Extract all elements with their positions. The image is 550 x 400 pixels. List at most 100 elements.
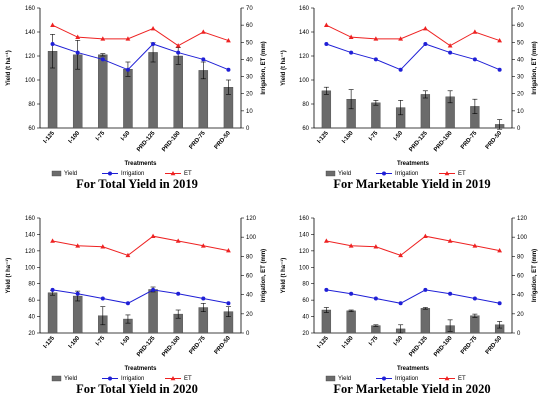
y-axis-title-left: Yield (t ha⁻¹) [5, 258, 12, 294]
left-tick-label: 140 [25, 30, 36, 36]
left-tick-label: 60 [302, 298, 309, 304]
irrigation-point [201, 296, 206, 301]
legend-label-yield: Yield [338, 376, 351, 382]
right-tick-label: 80 [517, 254, 524, 260]
et-point [472, 29, 478, 34]
right-tick-label: 40 [246, 57, 253, 63]
irrigation-point [497, 301, 502, 306]
right-tick-label: 20 [246, 312, 253, 318]
et-line [326, 235, 500, 256]
category-label: PRD-100 [433, 130, 454, 153]
bar-yield [47, 292, 58, 334]
chart-panel-3: 20 40 60 80 100 120 140 160 0 20 40 60 80 100 120 Yield… [5, 216, 267, 396]
left-tick-label: 60 [302, 126, 309, 132]
et-point [200, 243, 206, 248]
right-tick-label: 120 [517, 216, 528, 222]
legend-label-irrigation: Irrigation [395, 171, 418, 177]
legend-label-yield: Yield [64, 376, 77, 382]
et-point [497, 37, 503, 43]
legend-label-irrigation: Irrigation [121, 171, 144, 177]
left-tick-label: 100 [25, 78, 36, 84]
legend-marker-irrigation [108, 376, 112, 381]
irrigation-point [398, 301, 403, 306]
bar-yield [148, 52, 158, 129]
right-tick-label: 50 [517, 40, 524, 46]
et-point [422, 25, 428, 31]
irrigation-line [326, 289, 500, 304]
right-tick-label: 20 [517, 92, 524, 98]
et-point [175, 238, 181, 243]
panel-caption: For Total Yield in 2019 [76, 177, 198, 191]
bar-yield [173, 55, 183, 129]
y-axis-title-right: Irrigation, ET (mm) [532, 249, 538, 302]
legend-marker-irrigation [382, 171, 386, 176]
legend: Yield Irrigation ET [51, 170, 192, 177]
left-tick-label: 160 [25, 216, 36, 222]
right-tick-label: 100 [246, 235, 257, 241]
category-label: I-50 [393, 130, 405, 142]
bar-yield [148, 289, 158, 334]
irrigation-point [176, 50, 181, 55]
right-tick-label: 20 [246, 92, 253, 98]
legend-label-irrigation: Irrigation [395, 376, 418, 382]
irrigation-point [125, 67, 130, 72]
category-label: PRD-100 [161, 335, 182, 358]
left-tick-label: 40 [302, 315, 309, 321]
right-tick-label: 0 [517, 331, 521, 337]
irrigation-point [349, 291, 354, 296]
irrigation-point [201, 57, 206, 62]
legend: Yield Irrigation ET [325, 375, 466, 382]
et-point [398, 36, 404, 41]
category-label: PRD-125 [408, 335, 429, 358]
irrigation-line [52, 289, 229, 304]
irrigation-point [497, 67, 502, 72]
left-tick-label: 20 [302, 331, 309, 337]
category-label: PRD-50 [214, 335, 233, 356]
bar-yield [72, 295, 83, 334]
et-point [422, 233, 428, 239]
category-label: PRD-100 [433, 335, 454, 358]
left-tick-label: 20 [28, 331, 35, 337]
irrigation-point [423, 42, 428, 46]
left-tick-label: 80 [28, 102, 35, 108]
et-point [447, 238, 453, 243]
chart-panel-4: 20 40 60 80 100 120 140 160 0 20 40 60 80 100 120 Yield… [280, 216, 538, 396]
et-point [175, 43, 181, 48]
panel-caption: For Marketable Yield in 2020 [333, 382, 490, 396]
category-label: I-50 [393, 335, 405, 347]
irrigation-point [151, 287, 156, 292]
category-label: I-125 [43, 130, 57, 145]
irrigation-point [226, 67, 231, 72]
left-tick-label: 100 [299, 78, 310, 84]
right-tick-label: 50 [246, 40, 253, 46]
et-point [150, 233, 156, 239]
legend-label-yield: Yield [64, 171, 77, 177]
legend-marker-et [170, 171, 176, 176]
et-point [100, 36, 106, 41]
legend: Yield Irrigation ET [51, 375, 192, 382]
irrigation-point [448, 291, 453, 296]
left-tick-label: 40 [28, 315, 35, 321]
left-tick-label: 140 [299, 30, 310, 36]
bar-yield [123, 68, 133, 129]
chart-panel-2: 60 80 100 120 140 160 0 10 20 30 40 50 60 70 Yield (t … [280, 6, 538, 191]
bar-yield [420, 308, 431, 334]
y-axis-title-right: Irrigation, ET (mm) [261, 41, 267, 94]
left-tick-label: 160 [25, 6, 36, 12]
category-label: PRD-75 [460, 130, 479, 151]
category-label: I-75 [95, 130, 107, 142]
et-line [52, 235, 229, 256]
category-label: I-125 [43, 335, 57, 350]
legend-swatch-yield [325, 170, 336, 177]
legend-swatch-yield [325, 375, 336, 382]
irrigation-point [100, 57, 105, 62]
legend-swatch-yield [51, 170, 62, 177]
right-tick-label: 0 [517, 126, 521, 132]
et-point [323, 22, 329, 27]
left-tick-label: 100 [25, 265, 36, 271]
right-tick-label: 0 [246, 126, 250, 132]
left-tick-label: 80 [28, 282, 35, 288]
et-point [497, 247, 503, 253]
et-point [348, 243, 354, 248]
